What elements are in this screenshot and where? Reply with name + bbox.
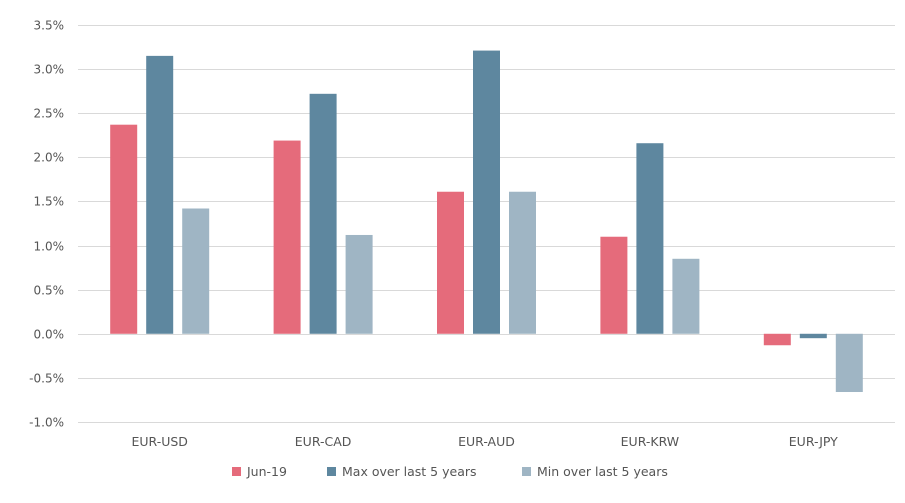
legend-swatch [522,467,531,476]
y-tick-label: 3.5% [34,19,65,33]
bar-eur-cad-series-2[interactable] [345,234,373,334]
y-tick-label: -0.5% [29,372,64,386]
legend-swatch [327,467,336,476]
x-axis-category-labels: EUR-USD EUR-CAD EUR-AUD EUR-KRW EUR-JPY [131,434,838,449]
legend-label[interactable]: Max over last 5 years [342,464,477,479]
y-axis-tick-labels: -1.0% -0.5% 0.0% 0.5% 1.0% 1.5% 2.0% 2.5% 3.0% 3.… [29,19,64,430]
legend-swatch [232,467,241,476]
y-tick-label: 1.0% [34,240,65,254]
legend-label[interactable]: Jun-19 [246,464,287,479]
bar-eur-usd-series-1[interactable] [146,55,174,334]
x-category-label: EUR-CAD [295,434,352,449]
bar-eur-cad-series-1[interactable] [309,93,337,334]
bar-eur-krw-series-0[interactable] [600,236,628,334]
bar-eur-jpy-series-2[interactable] [835,333,863,393]
y-tick-label: 2.5% [34,107,65,121]
x-category-label: EUR-USD [131,434,187,449]
legend-label[interactable]: Min over last 5 years [537,464,668,479]
bar-eur-aud-series-1[interactable] [473,50,500,334]
bar-eur-aud-series-0[interactable] [437,191,464,334]
y-tick-label: 0.0% [34,328,65,342]
y-tick-label: -1.0% [29,416,64,430]
bar-eur-aud-series-2[interactable] [509,191,536,334]
bar-eur-jpy-series-0[interactable] [763,333,791,346]
bar-eur-jpy-series-1[interactable] [799,333,827,339]
legend: Jun-19 Max over last 5 years Min over last… [232,464,668,479]
y-tick-label: 1.5% [34,195,65,209]
y-tick-label: 0.5% [34,284,65,298]
bar-eur-usd-series-2[interactable] [182,208,210,334]
x-category-label: EUR-JPY [789,434,838,449]
y-tick-label: 2.0% [34,151,65,165]
bar-eur-krw-series-1[interactable] [636,143,664,334]
x-category-label: EUR-AUD [458,434,515,449]
bar-eur-cad-series-0[interactable] [273,140,301,334]
bar-eur-usd-series-0[interactable] [110,124,138,334]
bars [110,50,863,393]
y-tick-label: 3.0% [34,63,65,77]
x-category-label: EUR-KRW [621,434,679,449]
bar-eur-krw-series-2[interactable] [672,258,700,334]
